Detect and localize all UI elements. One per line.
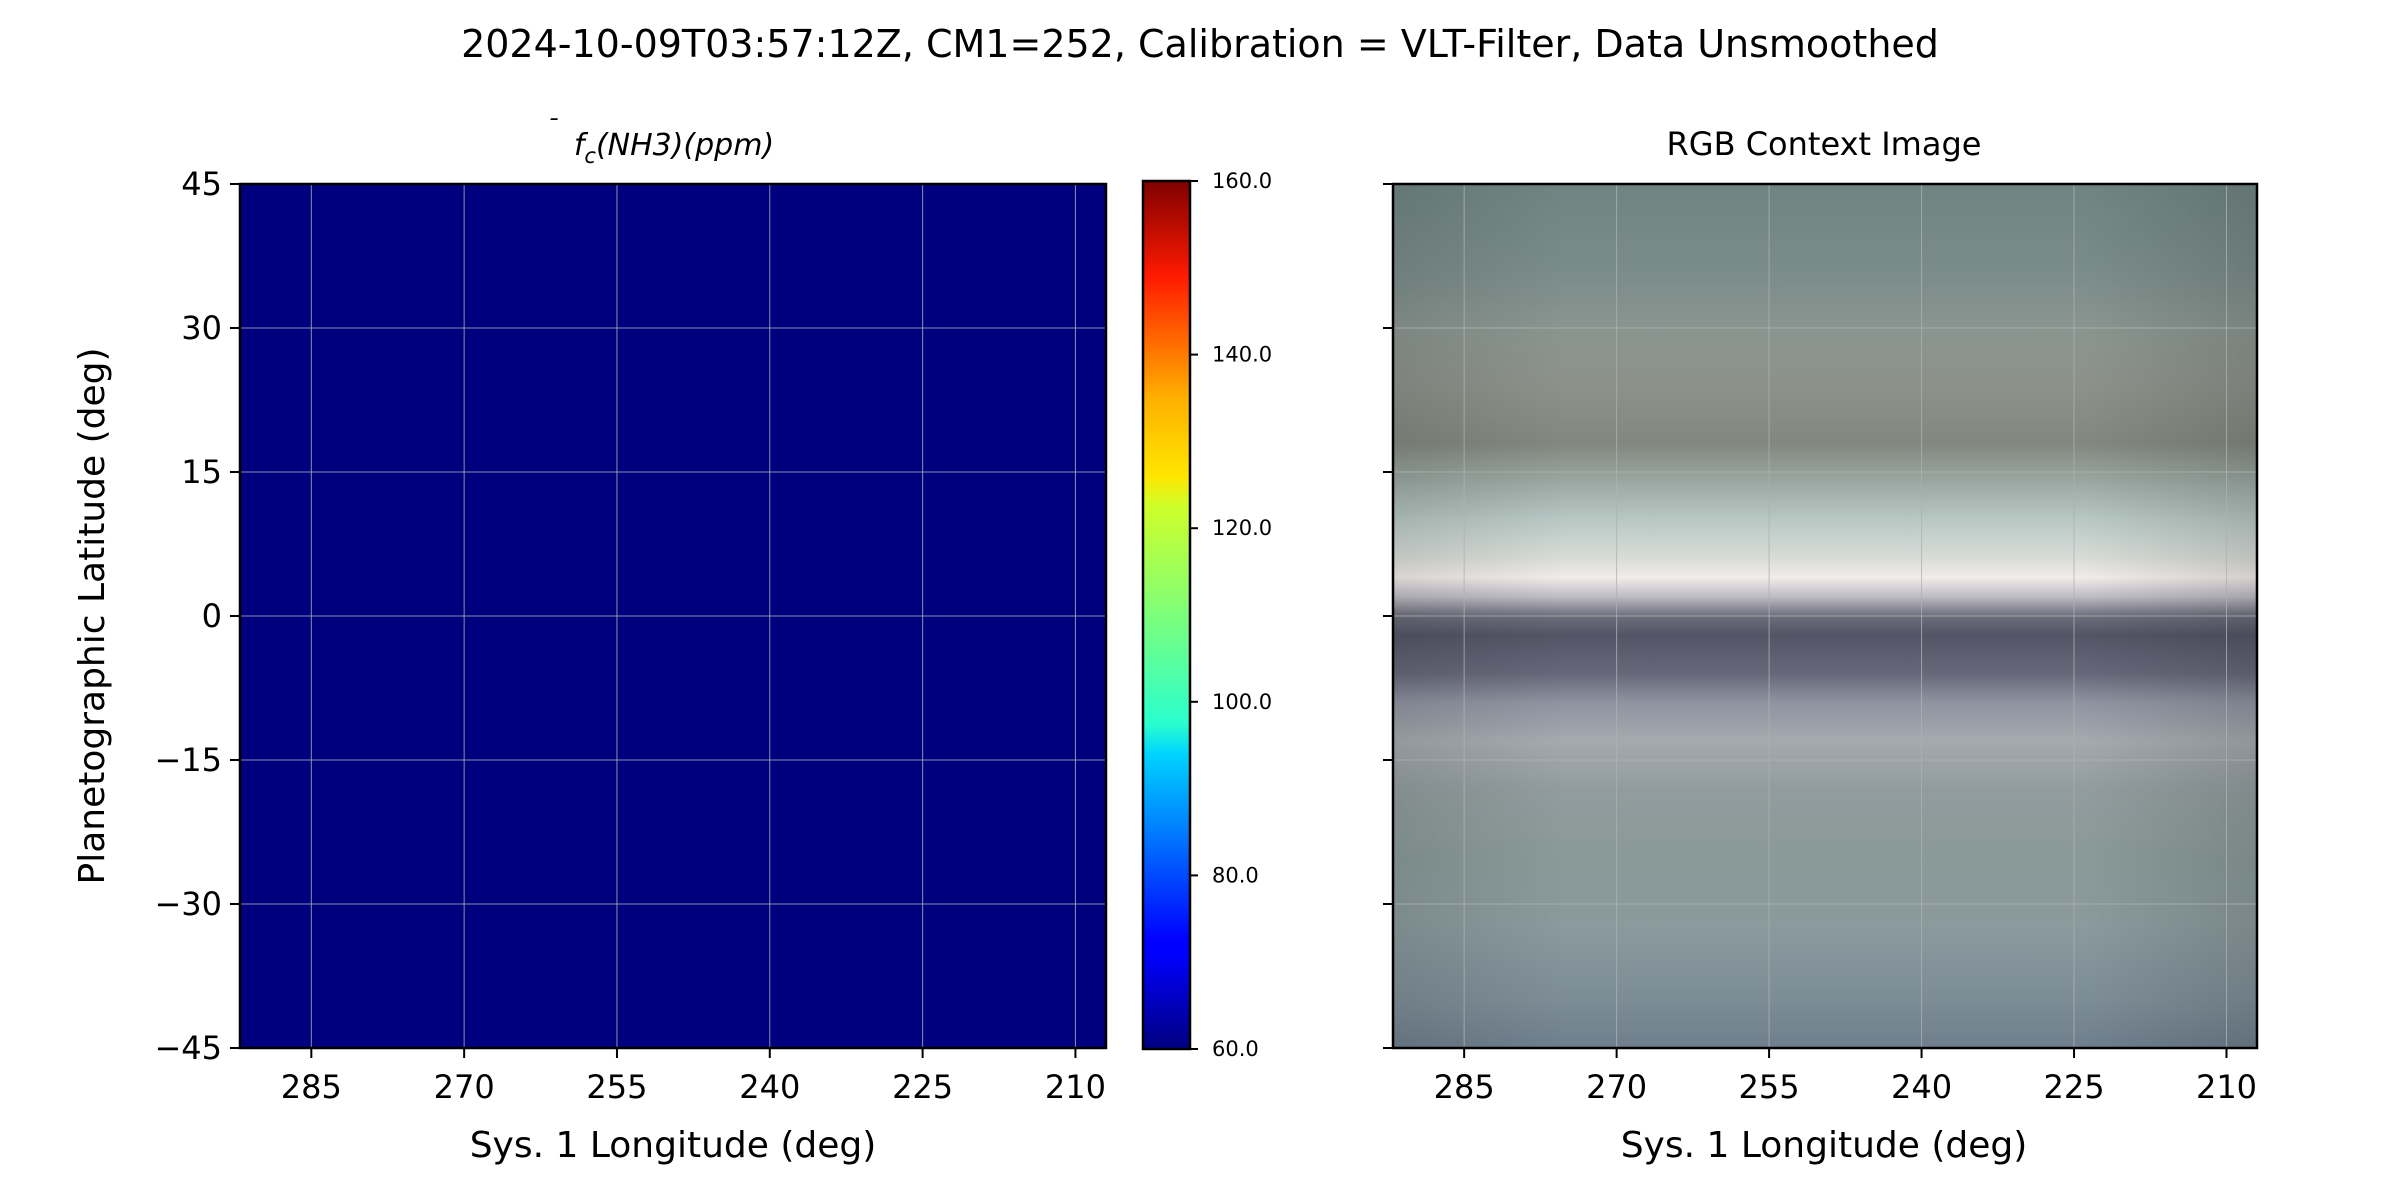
colorbar-tick-label: 100.0 xyxy=(1212,690,1272,714)
colorbar-tick-label: 140.0 xyxy=(1212,343,1272,367)
colorbar-tick-label: 160.0 xyxy=(1212,169,1272,193)
x-tick-label: 270 xyxy=(1586,1068,1647,1106)
x-tick-label: 240 xyxy=(1891,1068,1952,1106)
nh3-panel: fc(NH3)(ppm) ¯ 285 270 255 240 225 210 −45 −30… xyxy=(72,114,1108,1166)
figure-title: 2024-10-09T03:57:12Z, CM1=252, Calibrati… xyxy=(461,22,1939,66)
y-tick-label: 0 xyxy=(202,597,222,635)
rgb-y-axis xyxy=(1383,183,1393,1049)
y-tick-label: −30 xyxy=(154,885,222,923)
nh3-x-axis-label: Sys. 1 Longitude (deg) xyxy=(470,1125,877,1166)
y-tick-label: 15 xyxy=(181,453,222,491)
x-tick-label: 240 xyxy=(739,1068,800,1106)
nh3-panel-title: fc(NH3)(ppm) xyxy=(574,128,774,168)
x-tick-label: 285 xyxy=(1434,1068,1495,1106)
colorbar-tick-label: 80.0 xyxy=(1212,863,1259,887)
x-tick-label: 270 xyxy=(434,1068,495,1106)
nh3-y-axis-label: Planetographic Latitude (deg) xyxy=(72,347,113,884)
x-tick-label: 225 xyxy=(2043,1068,2104,1106)
rgb-x-axis-label: Sys. 1 Longitude (deg) xyxy=(1621,1125,2028,1166)
y-tick-label: 45 xyxy=(181,165,222,203)
rgb-x-axis: 285 270 255 240 225 210 xyxy=(1434,1048,2257,1106)
y-tick-label: −15 xyxy=(154,741,222,779)
colorbar-ticks: 60.0 80.0 100.0 120.0 140.0 160.0 xyxy=(1190,169,1272,1061)
colorbar-tick-label: 120.0 xyxy=(1212,516,1272,540)
nh3-title-bar: ¯ xyxy=(546,114,558,142)
x-tick-label: 255 xyxy=(586,1068,647,1106)
colorbar: 60.0 80.0 100.0 120.0 140.0 160.0 xyxy=(1141,169,1272,1061)
y-tick-label: −45 xyxy=(154,1029,222,1067)
x-tick-label: 225 xyxy=(892,1068,953,1106)
x-tick-label: 255 xyxy=(1739,1068,1800,1106)
rgb-panel: RGB Context Image 285 270 255 240 225 210 Sys… xyxy=(1383,125,2259,1166)
nh3-title-rest: (NH3)(ppm) xyxy=(596,128,774,163)
x-tick-label: 285 xyxy=(281,1068,342,1106)
nh3-x-axis: 285 270 255 240 225 210 xyxy=(281,1048,1106,1106)
nh3-grid xyxy=(240,184,1106,1048)
colorbar-frame xyxy=(1141,179,1192,1051)
nh3-y-axis: −45 −30 −15 0 15 30 45 xyxy=(154,165,240,1067)
y-tick-label: 30 xyxy=(181,309,222,347)
rgb-panel-title: RGB Context Image xyxy=(1667,125,1982,163)
nh3-title-subscript: c xyxy=(584,144,596,168)
colorbar-tick-label: 60.0 xyxy=(1212,1037,1259,1061)
rgb-grid xyxy=(1393,184,2257,1048)
x-tick-label: 210 xyxy=(2196,1068,2257,1106)
colorbar-gradient xyxy=(1143,181,1190,1049)
x-tick-label: 210 xyxy=(1045,1068,1106,1106)
